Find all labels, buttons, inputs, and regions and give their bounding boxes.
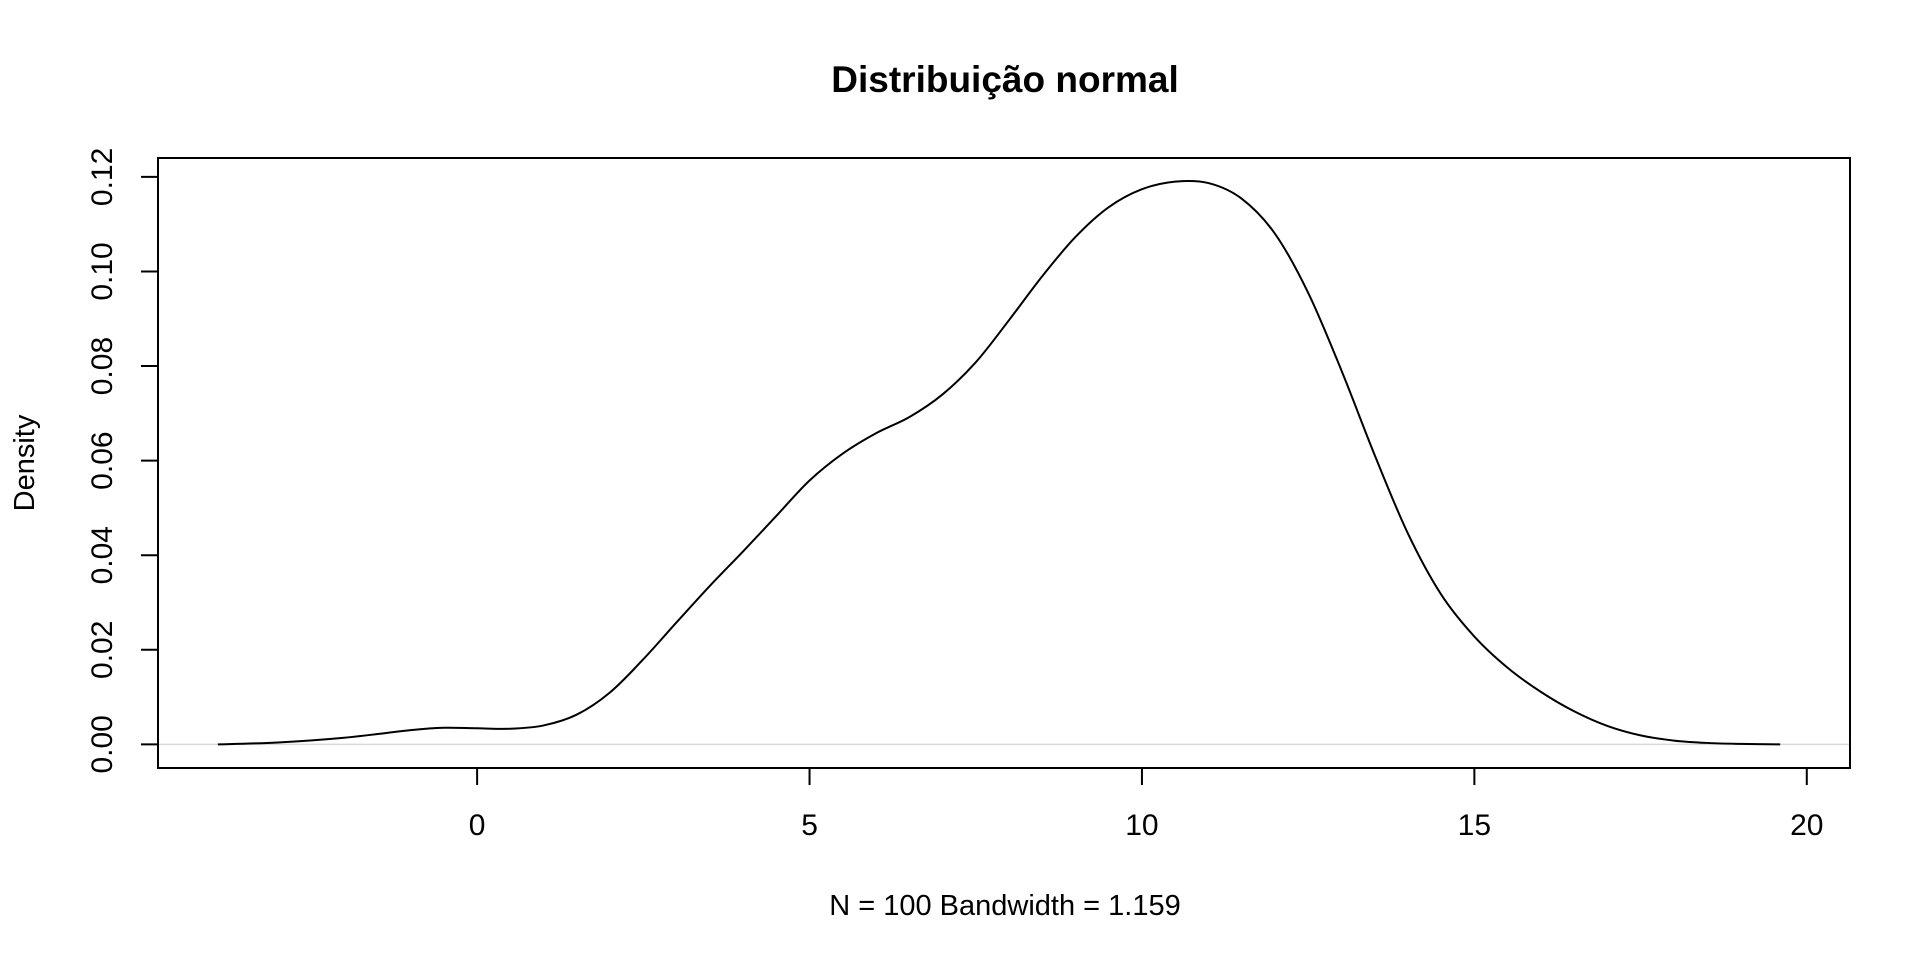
x-tick-label: 20 bbox=[1790, 809, 1823, 842]
y-tick-label: 0.10 bbox=[86, 242, 119, 300]
x-tick-label: 5 bbox=[801, 809, 818, 842]
y-axis: 0.00 0.02 0.04 0.06 0.08 0.10 0.12 bbox=[86, 148, 159, 774]
x-tick-label: 10 bbox=[1125, 809, 1158, 842]
plot-frame bbox=[157, 157, 1851, 769]
y-tick-label: 0.00 bbox=[86, 715, 119, 773]
density-curve bbox=[217, 179, 1781, 746]
x-axis: 0 5 10 15 20 bbox=[469, 767, 1823, 842]
y-tick-label: 0.04 bbox=[86, 526, 119, 584]
y-tick-label: 0.02 bbox=[86, 621, 119, 679]
y-tick-label: 0.12 bbox=[86, 148, 119, 206]
x-tick-label: 0 bbox=[469, 809, 486, 842]
y-tick-label: 0.06 bbox=[86, 431, 119, 489]
x-tick-label: 15 bbox=[1458, 809, 1491, 842]
chart-title: Distribuição normal bbox=[831, 59, 1178, 100]
y-tick-label: 0.08 bbox=[86, 337, 119, 395]
x-axis-label: N = 100 Bandwidth = 1.159 bbox=[829, 890, 1180, 922]
y-axis-label: Density bbox=[9, 414, 41, 511]
